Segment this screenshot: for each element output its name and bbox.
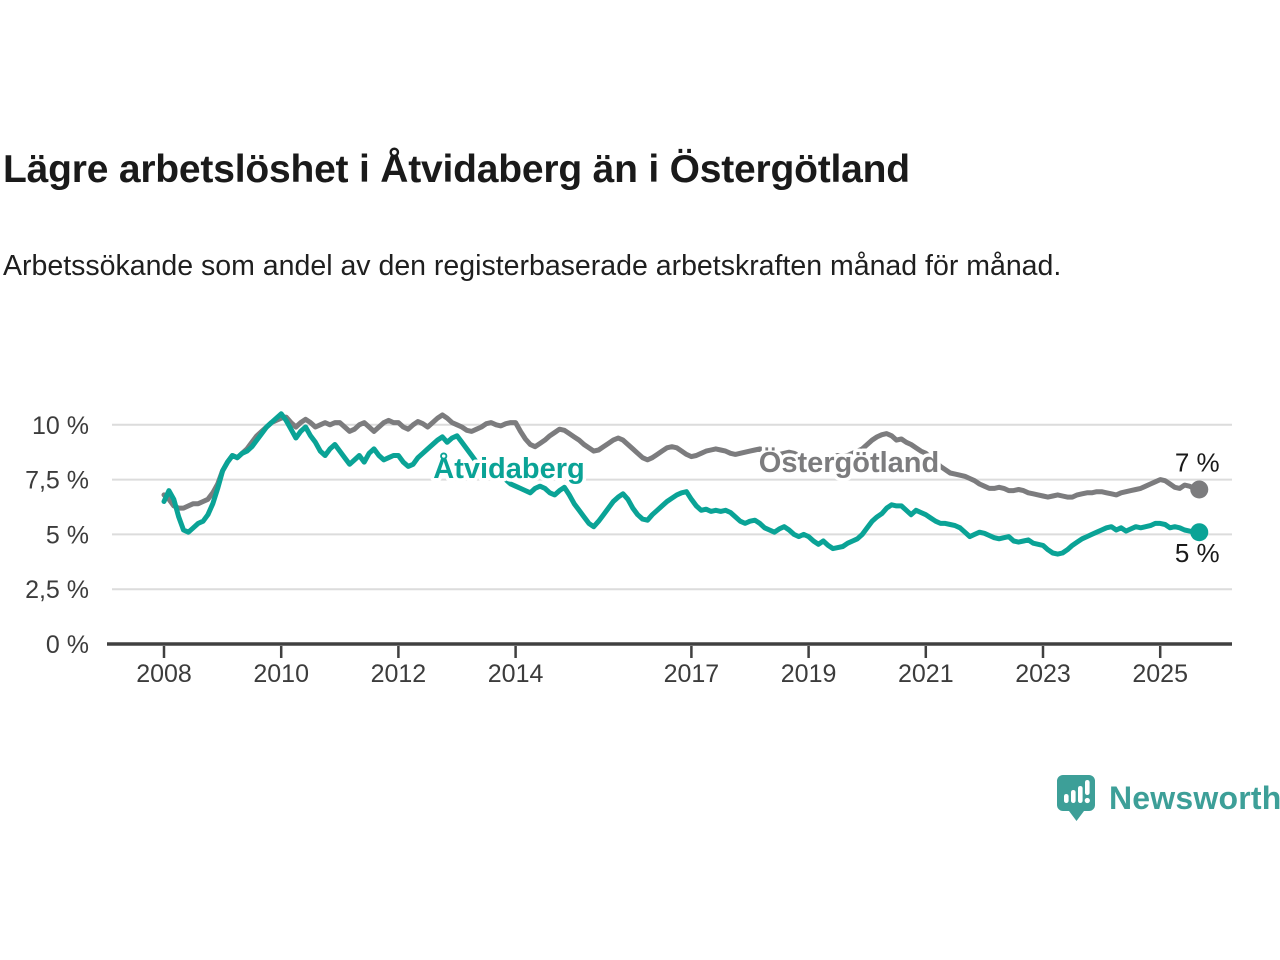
series-end-value-label-åtvidaberg: 5 % [1175,538,1220,568]
y-tick-label-7.5: 7,5 % [25,467,89,495]
y-tick-label-5: 5 % [46,521,89,549]
newsworthy-logo-icon [1057,775,1095,821]
x-tick-label-2021: 2021 [898,660,954,688]
series-end-value-label-östergötland: 7 % [1175,447,1220,477]
y-tick-label-0: 0 % [46,631,89,659]
brand-logo: Newsworthy [1056,774,1280,824]
series-inline-label-åtvidaberg: Åtvidaberg [433,452,584,485]
x-tick-label-2023: 2023 [1015,660,1071,688]
page-subtitle: Arbetssökande som andel av den registerb… [3,250,1062,282]
series-line-östergötland [161,412,1202,511]
series-line-åtvidaberg [161,411,1202,557]
x-tick-label-2012: 2012 [371,660,427,688]
y-tick-label-10: 10 % [32,412,89,440]
x-tick-label-2019: 2019 [781,660,837,688]
series-end-dot-åtvidaberg [1190,523,1209,542]
series-end-dot-östergötland [1190,480,1209,499]
brand-wordmark: Newsworthy [1109,780,1280,816]
x-tick-label-2008: 2008 [136,660,192,688]
series-inline-label-östergötland: Östergötland [759,446,939,479]
x-tick-label-2017: 2017 [664,660,720,688]
x-tick-label-2010: 2010 [253,660,309,688]
y-tick-label-2.5: 2,5 % [25,576,89,604]
x-tick-label-2025: 2025 [1132,660,1188,688]
x-tick-label-2014: 2014 [488,660,544,688]
page-title: Lägre arbetslöshet i Åtvidaberg än i Öst… [3,148,910,191]
